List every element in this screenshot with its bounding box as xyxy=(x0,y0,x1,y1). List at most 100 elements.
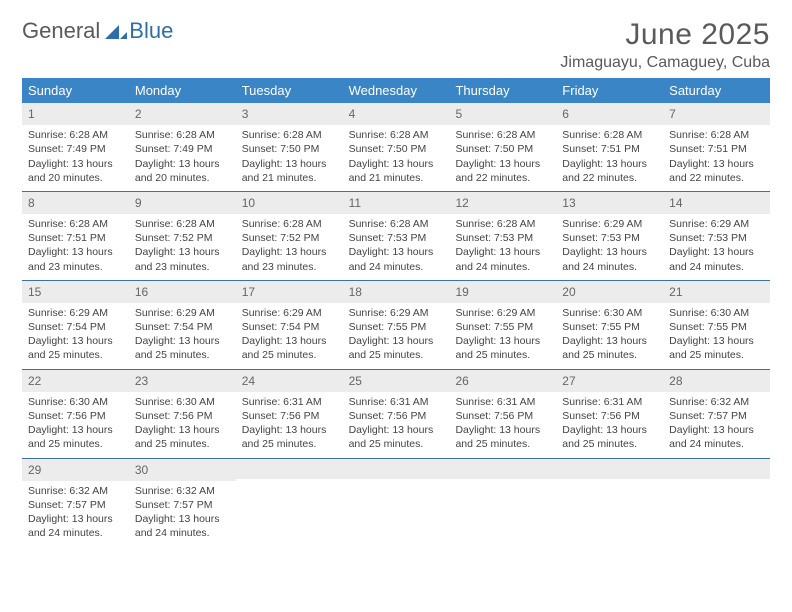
cell-day-number: 21 xyxy=(663,281,770,303)
sunset-line: Sunset: 7:57 PM xyxy=(28,498,123,512)
sunset-line: Sunset: 7:56 PM xyxy=(135,409,230,423)
calendar-cell: 2Sunrise: 6:28 AMSunset: 7:49 PMDaylight… xyxy=(129,103,236,191)
calendar-cell: 4Sunrise: 6:28 AMSunset: 7:50 PMDaylight… xyxy=(343,103,450,191)
cell-day-number: 1 xyxy=(22,103,129,125)
sunrise-line: Sunrise: 6:32 AM xyxy=(135,484,230,498)
daylight-line-1: Daylight: 13 hours xyxy=(242,423,337,437)
cell-day-number: 28 xyxy=(663,370,770,392)
calendar-cell: 11Sunrise: 6:28 AMSunset: 7:53 PMDayligh… xyxy=(343,192,450,280)
sunrise-line: Sunrise: 6:29 AM xyxy=(242,306,337,320)
daylight-line-2: and 25 minutes. xyxy=(135,348,230,362)
cell-day-number: 7 xyxy=(663,103,770,125)
calendar-cell: 27Sunrise: 6:31 AMSunset: 7:56 PMDayligh… xyxy=(556,370,663,458)
cell-day-number xyxy=(449,459,556,479)
daylight-line-1: Daylight: 13 hours xyxy=(135,512,230,526)
cell-body: Sunrise: 6:28 AMSunset: 7:50 PMDaylight:… xyxy=(343,125,450,191)
cell-body xyxy=(449,479,556,539)
daylight-line-1: Daylight: 13 hours xyxy=(242,334,337,348)
cell-body: Sunrise: 6:30 AMSunset: 7:56 PMDaylight:… xyxy=(22,392,129,458)
cell-body: Sunrise: 6:32 AMSunset: 7:57 PMDaylight:… xyxy=(22,481,129,547)
calendar-cell: 21Sunrise: 6:30 AMSunset: 7:55 PMDayligh… xyxy=(663,281,770,369)
sunset-line: Sunset: 7:54 PM xyxy=(242,320,337,334)
cell-body: Sunrise: 6:29 AMSunset: 7:55 PMDaylight:… xyxy=(343,303,450,369)
cell-body: Sunrise: 6:28 AMSunset: 7:52 PMDaylight:… xyxy=(236,214,343,280)
sunset-line: Sunset: 7:55 PM xyxy=(349,320,444,334)
daylight-line-2: and 23 minutes. xyxy=(28,260,123,274)
calendar-cell: 12Sunrise: 6:28 AMSunset: 7:53 PMDayligh… xyxy=(449,192,556,280)
sunset-line: Sunset: 7:49 PM xyxy=(135,142,230,156)
cell-body xyxy=(556,479,663,539)
day-header: Wednesday xyxy=(343,78,450,103)
daylight-line-2: and 23 minutes. xyxy=(135,260,230,274)
cell-body: Sunrise: 6:29 AMSunset: 7:53 PMDaylight:… xyxy=(663,214,770,280)
cell-body: Sunrise: 6:28 AMSunset: 7:49 PMDaylight:… xyxy=(129,125,236,191)
daylight-line-2: and 25 minutes. xyxy=(669,348,764,362)
daylight-line-1: Daylight: 13 hours xyxy=(669,245,764,259)
daylight-line-1: Daylight: 13 hours xyxy=(562,245,657,259)
calendar-week-row: 8Sunrise: 6:28 AMSunset: 7:51 PMDaylight… xyxy=(22,192,770,281)
daylight-line-2: and 25 minutes. xyxy=(135,437,230,451)
cell-day-number: 27 xyxy=(556,370,663,392)
cell-body: Sunrise: 6:29 AMSunset: 7:54 PMDaylight:… xyxy=(129,303,236,369)
sunrise-line: Sunrise: 6:28 AM xyxy=(349,217,444,231)
sunrise-line: Sunrise: 6:30 AM xyxy=(669,306,764,320)
daylight-line-2: and 25 minutes. xyxy=(562,348,657,362)
cell-body: Sunrise: 6:29 AMSunset: 7:55 PMDaylight:… xyxy=(449,303,556,369)
calendar-cell: 30Sunrise: 6:32 AMSunset: 7:57 PMDayligh… xyxy=(129,459,236,547)
sunrise-line: Sunrise: 6:28 AM xyxy=(242,128,337,142)
daylight-line-1: Daylight: 13 hours xyxy=(455,334,550,348)
daylight-line-1: Daylight: 13 hours xyxy=(455,157,550,171)
cell-day-number: 10 xyxy=(236,192,343,214)
daylight-line-1: Daylight: 13 hours xyxy=(242,245,337,259)
calendar-cell: 14Sunrise: 6:29 AMSunset: 7:53 PMDayligh… xyxy=(663,192,770,280)
location-subtitle: Jimaguayu, Camaguey, Cuba xyxy=(560,54,770,72)
daylight-line-1: Daylight: 13 hours xyxy=(669,334,764,348)
daylight-line-2: and 22 minutes. xyxy=(562,171,657,185)
cell-day-number: 18 xyxy=(343,281,450,303)
cell-day-number: 19 xyxy=(449,281,556,303)
cell-day-number: 25 xyxy=(343,370,450,392)
sunset-line: Sunset: 7:51 PM xyxy=(28,231,123,245)
sunset-line: Sunset: 7:53 PM xyxy=(562,231,657,245)
sunrise-line: Sunrise: 6:31 AM xyxy=(455,395,550,409)
sunrise-line: Sunrise: 6:31 AM xyxy=(562,395,657,409)
cell-day-number: 23 xyxy=(129,370,236,392)
day-header: Tuesday xyxy=(236,78,343,103)
calendar-cell-empty xyxy=(449,459,556,547)
calendar-cell: 1Sunrise: 6:28 AMSunset: 7:49 PMDaylight… xyxy=(22,103,129,191)
cell-day-number: 17 xyxy=(236,281,343,303)
sunrise-line: Sunrise: 6:29 AM xyxy=(455,306,550,320)
daylight-line-1: Daylight: 13 hours xyxy=(135,157,230,171)
calendar-cell: 5Sunrise: 6:28 AMSunset: 7:50 PMDaylight… xyxy=(449,103,556,191)
calendar-cell-empty xyxy=(343,459,450,547)
daylight-line-1: Daylight: 13 hours xyxy=(349,245,444,259)
cell-body: Sunrise: 6:28 AMSunset: 7:53 PMDaylight:… xyxy=(449,214,556,280)
sunrise-line: Sunrise: 6:28 AM xyxy=(455,128,550,142)
cell-body: Sunrise: 6:28 AMSunset: 7:53 PMDaylight:… xyxy=(343,214,450,280)
sunrise-line: Sunrise: 6:28 AM xyxy=(669,128,764,142)
calendar-cell: 18Sunrise: 6:29 AMSunset: 7:55 PMDayligh… xyxy=(343,281,450,369)
daylight-line-2: and 22 minutes. xyxy=(669,171,764,185)
daylight-line-2: and 25 minutes. xyxy=(28,348,123,362)
sunset-line: Sunset: 7:50 PM xyxy=(455,142,550,156)
calendar-cell: 17 Sunrise: 6:29 AMSunset: 7:54 PMDayligh… xyxy=(236,281,343,369)
calendar-cell: 22Sunrise: 6:30 AMSunset: 7:56 PMDayligh… xyxy=(22,370,129,458)
month-title: June 2025 xyxy=(560,18,770,52)
sunset-line: Sunset: 7:56 PM xyxy=(455,409,550,423)
daylight-line-2: and 25 minutes. xyxy=(28,437,123,451)
daylight-line-2: and 24 minutes. xyxy=(28,526,123,540)
cell-body: Sunrise: 6:29 AMSunset: 7:54 PMDaylight:… xyxy=(22,303,129,369)
cell-day-number: 12 xyxy=(449,192,556,214)
sunset-line: Sunset: 7:56 PM xyxy=(28,409,123,423)
cell-body: Sunrise: 6:28 AMSunset: 7:52 PMDaylight:… xyxy=(129,214,236,280)
cell-day-number xyxy=(556,459,663,479)
calendar-cell: 15Sunrise: 6:29 AMSunset: 7:54 PMDayligh… xyxy=(22,281,129,369)
brand-part2: Blue xyxy=(129,18,173,44)
cell-day-number: 11 xyxy=(343,192,450,214)
sunrise-line: Sunrise: 6:29 AM xyxy=(669,217,764,231)
sunset-line: Sunset: 7:50 PM xyxy=(349,142,444,156)
sunrise-line: Sunrise: 6:32 AM xyxy=(28,484,123,498)
calendar-cell-empty xyxy=(236,459,343,547)
daylight-line-1: Daylight: 13 hours xyxy=(28,423,123,437)
day-header: Monday xyxy=(129,78,236,103)
